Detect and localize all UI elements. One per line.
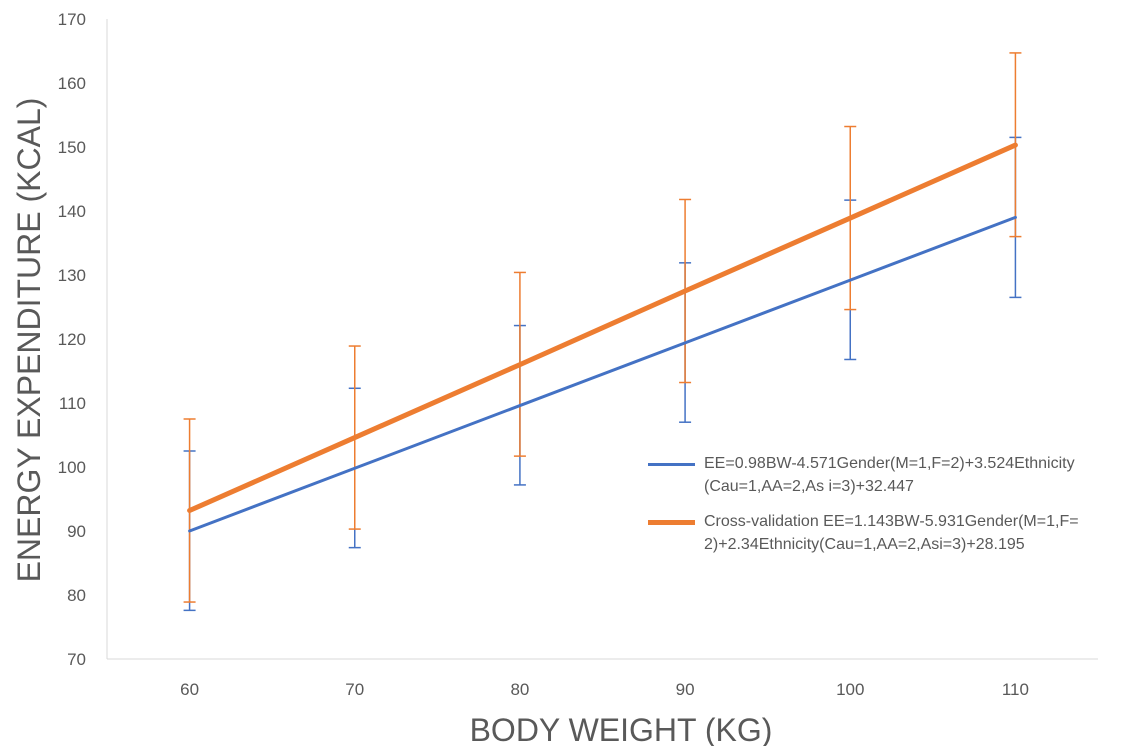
y-tick-label: 120	[58, 330, 86, 349]
x-axis-title: BODY WEIGHT (KG)	[470, 712, 773, 746]
plot-area: 70 80 90 100 110 120 130 140 150 160 170 60 70 80 90 10…	[58, 10, 1098, 699]
y-tick-label: 170	[58, 10, 86, 29]
x-tick-label: 70	[345, 680, 364, 699]
legend-label-cross-validation: Cross-validation EE=1.143BW-5.931Gender(…	[704, 513, 1079, 553]
y-tick-label: 100	[58, 458, 86, 477]
x-tick-label: 100	[836, 680, 864, 699]
y-tick-label: 130	[58, 266, 86, 285]
x-tick-label: 110	[1002, 680, 1029, 699]
y-tick-label: 110	[59, 394, 86, 413]
y-axis-title: ENERGY EXPENDITURE (KCAL)	[11, 98, 47, 583]
legend-swatch-ee	[648, 463, 695, 466]
legend-label-ee: EE=0.98BW-4.571Gender(M=1,F=2)+3.524Ethn…	[704, 455, 1075, 495]
legend-item-ee-equation: EE=0.98BW-4.571Gender(M=1,F=2)+3.524Ethn…	[648, 452, 1088, 498]
legend-swatch-cross-validation	[648, 520, 695, 525]
y-tick-label: 160	[58, 74, 86, 93]
x-tick-label: 80	[510, 680, 529, 699]
series-line-ee	[188, 215, 1017, 533]
series-line-cross-validation	[187, 142, 1018, 514]
y-tick-label: 80	[67, 586, 86, 605]
y-tick-label: 70	[67, 650, 86, 669]
legend: EE=0.98BW-4.571Gender(M=1,F=2)+3.524Ethn…	[648, 452, 1088, 568]
legend-item-cross-validation: Cross-validation EE=1.143BW-5.931Gender(…	[648, 510, 1088, 556]
y-tick-label: 90	[67, 522, 86, 541]
y-tick-label: 150	[58, 138, 86, 157]
x-tick-label: 90	[676, 680, 695, 699]
y-tick-label: 140	[58, 202, 86, 221]
x-tick-label: 60	[180, 680, 199, 699]
